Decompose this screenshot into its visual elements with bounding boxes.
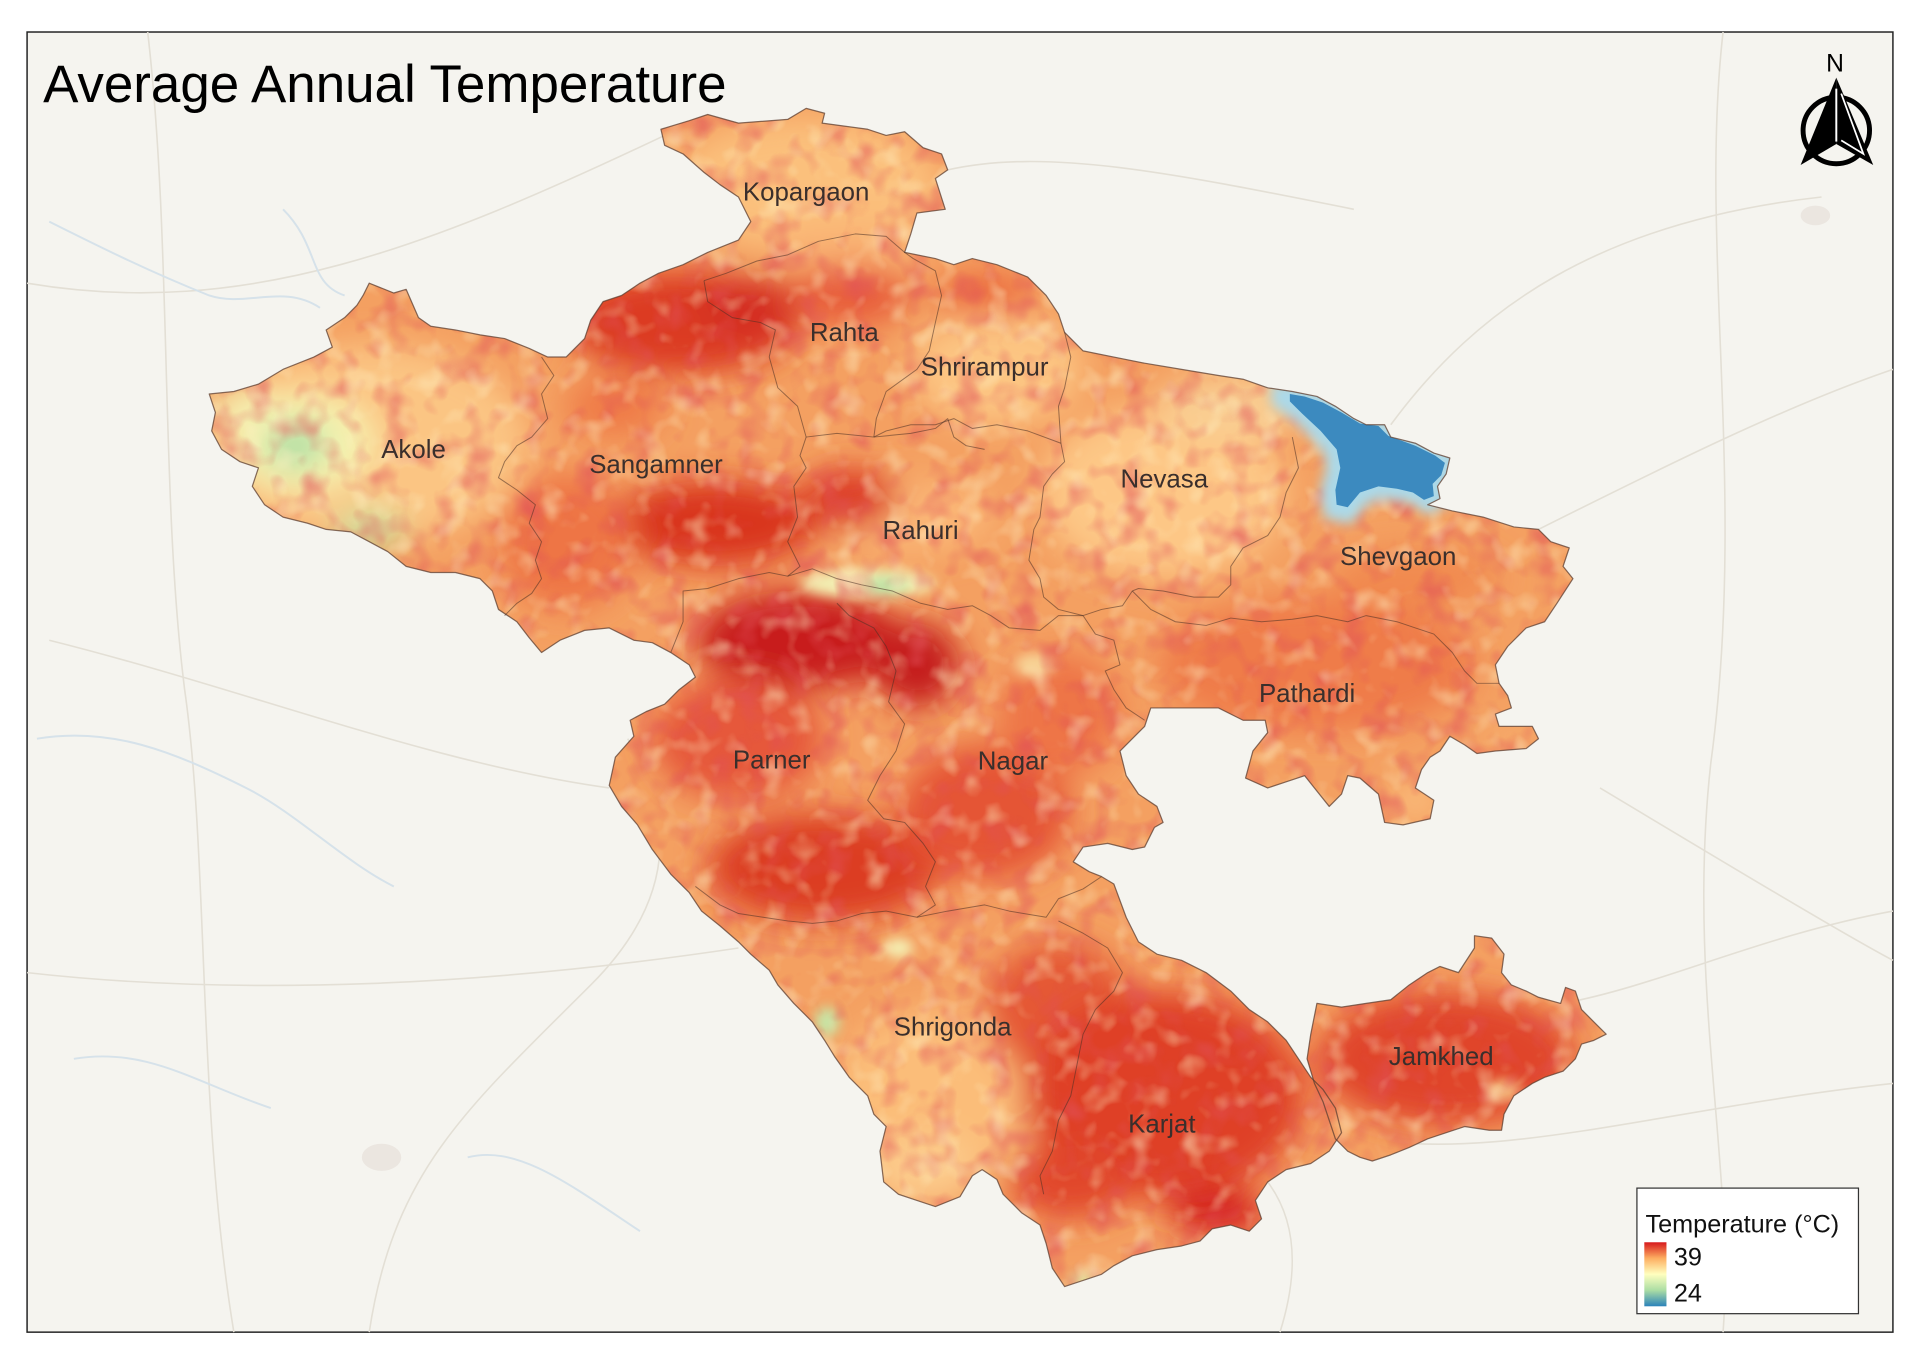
map-title: Average Annual Temperature <box>43 55 726 114</box>
legend: Temperature (°C) 39 24 <box>1636 1187 1860 1315</box>
legend-box <box>1636 1187 1860 1315</box>
taluka-label-nevasa: Nevasa <box>1120 466 1208 494</box>
north-label: N <box>1826 50 1844 77</box>
taluka-label-akole: Akole <box>381 436 446 464</box>
taluka-label-shrigonda: Shrigonda <box>894 1013 1012 1041</box>
basemap-features <box>26 31 1894 1333</box>
taluka-label-nagar: Nagar <box>978 747 1049 775</box>
taluka-label-karjat: Karjat <box>1128 1111 1196 1139</box>
legend-color-ramp <box>1644 1242 1667 1307</box>
north-arrow-icon <box>1800 77 1837 165</box>
legend-title: Temperature (°C) <box>1646 1210 1840 1238</box>
north-arrow: N <box>1800 50 1874 167</box>
taluka-label-shevgaon: Shevgaon <box>1340 543 1456 571</box>
taluka-labels: Kopargaon Rahta Shrirampur Akole Sangamn… <box>381 179 1493 1139</box>
legend-max-label: 39 <box>1674 1244 1702 1272</box>
legend-min-label: 24 <box>1674 1279 1702 1307</box>
taluka-label-sangamner: Sangamner <box>589 451 723 479</box>
district-outline <box>208 107 1607 1288</box>
taluka-label-jamkhed: Jamkhed <box>1389 1043 1494 1071</box>
taluka-label-pathardi: Pathardi <box>1259 680 1355 708</box>
taluka-label-kopargaon: Kopargaon <box>743 179 869 207</box>
taluka-label-rahuri: Rahuri <box>883 517 959 545</box>
taluka-boundaries <box>497 233 1500 1195</box>
taluka-label-parner: Parner <box>733 746 811 774</box>
taluka-label-rahta: Rahta <box>810 319 880 347</box>
taluka-label-shrirampur: Shrirampur <box>921 354 1049 382</box>
